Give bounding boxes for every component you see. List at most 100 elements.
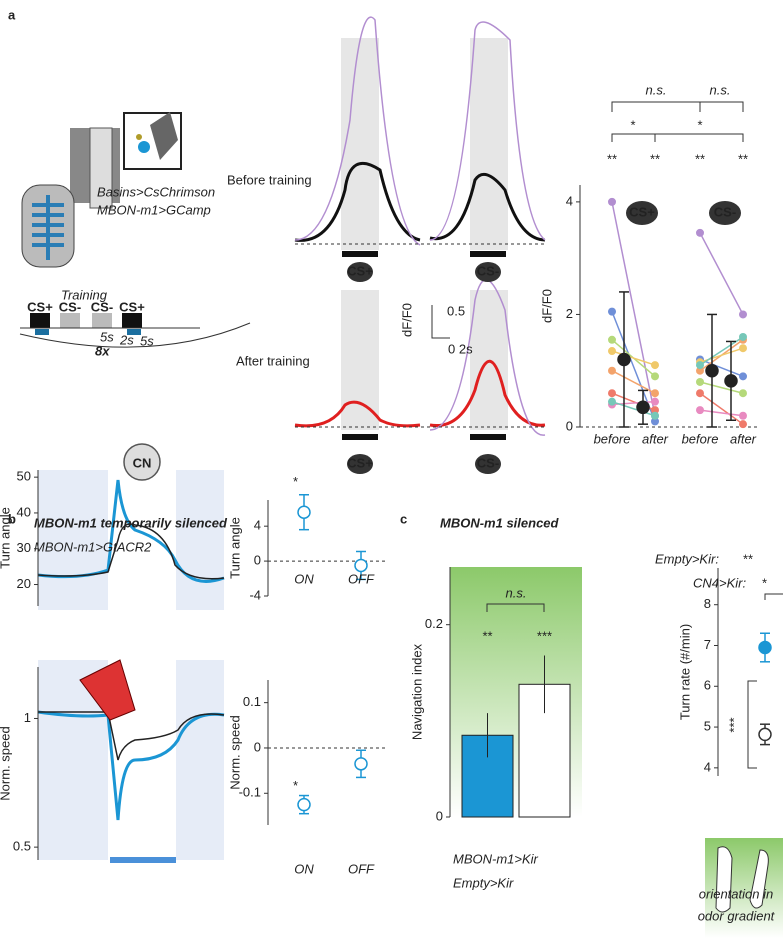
label: 2s <box>119 332 134 347</box>
y-label: Norm. speed <box>0 726 12 800</box>
pair-line <box>699 381 744 394</box>
label: ** <box>738 151 748 166</box>
pair-point <box>739 310 747 319</box>
label: CS- <box>477 263 499 278</box>
larva-icon <box>715 846 769 913</box>
x-tick-label: ON <box>294 861 314 876</box>
x-tick-label: OFF <box>348 571 375 586</box>
y-tick-label: 0.1 <box>243 694 261 709</box>
y-tick-label: 8 <box>704 596 711 611</box>
label: ** <box>743 551 753 566</box>
label: Empty>Kir <box>453 875 514 890</box>
panel-label: a <box>8 7 16 22</box>
x-tick-label: after <box>730 431 757 446</box>
point <box>297 797 311 812</box>
y-tick-label: 0 <box>254 553 261 568</box>
pair-point <box>739 344 747 353</box>
point <box>636 400 650 415</box>
y-tick-label: 20 <box>17 576 31 591</box>
badge <box>709 201 741 225</box>
pair-point <box>608 347 616 356</box>
y-tick-label: 0 <box>254 739 261 754</box>
pair-point <box>696 389 704 398</box>
label: n.s. <box>710 82 731 97</box>
pair-point <box>696 366 704 375</box>
pair-point <box>608 197 616 206</box>
y-tick-label: 5 <box>704 718 711 733</box>
pair-line <box>699 232 744 315</box>
label: * <box>762 575 767 590</box>
pair-line <box>699 409 744 417</box>
pair-point <box>608 366 616 375</box>
bracket <box>486 603 545 612</box>
pair-point <box>608 397 616 406</box>
y-label: Norm. speed <box>227 715 242 789</box>
pair-point <box>608 335 616 344</box>
y-tick-label: 4 <box>566 193 573 208</box>
label: Before training <box>227 172 312 187</box>
point <box>758 640 772 655</box>
traces <box>294 16 546 440</box>
badge <box>347 262 373 282</box>
label: CS+ <box>27 299 53 314</box>
label: 0.5 <box>447 303 465 318</box>
y-label: Turn angle <box>227 517 242 579</box>
label: * <box>293 778 298 793</box>
bracket <box>611 101 744 112</box>
label: ** <box>695 151 705 166</box>
y-label: Navigation index <box>409 643 424 740</box>
panel-label: b <box>8 511 16 526</box>
pair-line <box>699 392 744 425</box>
pair-line <box>611 201 656 416</box>
y-label: Turn angle <box>0 507 12 569</box>
pair-point <box>651 389 659 398</box>
bracket <box>611 133 744 142</box>
pair-point <box>696 228 704 237</box>
label: Basins>CsChrimson <box>97 184 215 199</box>
x-tick-label: ON <box>294 571 314 586</box>
y-tick-label: -4 <box>249 587 261 602</box>
label: 5s <box>100 329 114 344</box>
label: 8x <box>95 343 110 358</box>
y-tick-label: 7 <box>704 637 711 652</box>
label: CS+ <box>119 299 145 314</box>
panel-label: c <box>400 511 407 526</box>
pair-point <box>696 377 704 386</box>
pair-point <box>651 397 659 406</box>
pair-point <box>608 389 616 398</box>
pair-point <box>651 372 659 381</box>
pair-point <box>651 411 659 420</box>
label: CS- <box>91 299 113 314</box>
label: 0 2s <box>448 341 473 356</box>
label: CS+ <box>347 263 373 278</box>
badge <box>626 201 658 225</box>
label: After training <box>236 353 310 368</box>
label: * <box>630 117 635 132</box>
badge <box>475 454 501 474</box>
pair-point <box>651 361 659 370</box>
label: orientation in <box>699 886 773 901</box>
x-tick-label: after <box>642 431 669 446</box>
label: ** <box>650 151 660 166</box>
schematic <box>19 112 251 348</box>
pair-line <box>611 400 656 417</box>
y-label: dF/F0 <box>539 289 554 323</box>
label: CS- <box>714 204 736 219</box>
label: 5s <box>140 333 154 348</box>
b-traces <box>37 443 225 863</box>
y-tick-label: 0 <box>436 808 443 823</box>
y-tick-label: 0 <box>566 418 573 433</box>
pair-point <box>651 406 659 415</box>
y-tick-label: 50 <box>17 469 31 484</box>
label: CS+ <box>347 455 373 470</box>
x-tick-label: OFF <box>348 861 375 876</box>
label: CS- <box>59 299 81 314</box>
y-tick-label: 0.5 <box>13 839 31 854</box>
point <box>354 558 368 573</box>
y-label: Turn rate (#/min) <box>677 624 692 720</box>
x-tick-label: before <box>682 431 719 446</box>
label: ** <box>607 151 617 166</box>
y-tick-label: 2 <box>566 306 573 321</box>
label: CS+ <box>629 204 655 219</box>
pair-line <box>611 350 656 366</box>
